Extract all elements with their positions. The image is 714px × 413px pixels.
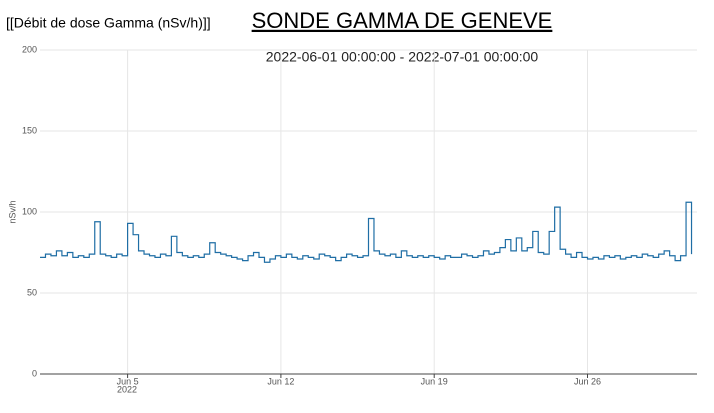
- chart-title: SONDE GAMMA DE GENEVE: [252, 8, 553, 33]
- header-label: [[Débit de dose Gamma (nSv/h)]]: [6, 15, 211, 31]
- y-tick-label: 150: [22, 125, 37, 135]
- x-tick-label: Jun 26: [574, 376, 601, 386]
- x-axis-year: 2022: [117, 384, 137, 394]
- data-line: [40, 201, 693, 263]
- y-tick-label: 200: [22, 44, 37, 54]
- chart-subtitle: 2022-06-01 00:00:00 - 2022-07-01 00:00:0…: [266, 49, 539, 65]
- x-tick-label: Jun 12: [267, 376, 294, 386]
- y-axis-label: nSv/h: [7, 200, 17, 223]
- x-tick-label: Jun 19: [421, 376, 448, 386]
- y-tick-label: 100: [22, 206, 37, 216]
- y-tick-label: 50: [27, 287, 37, 297]
- y-tick-label: 0: [32, 368, 37, 378]
- x-tick-label: Jun 5: [117, 376, 139, 386]
